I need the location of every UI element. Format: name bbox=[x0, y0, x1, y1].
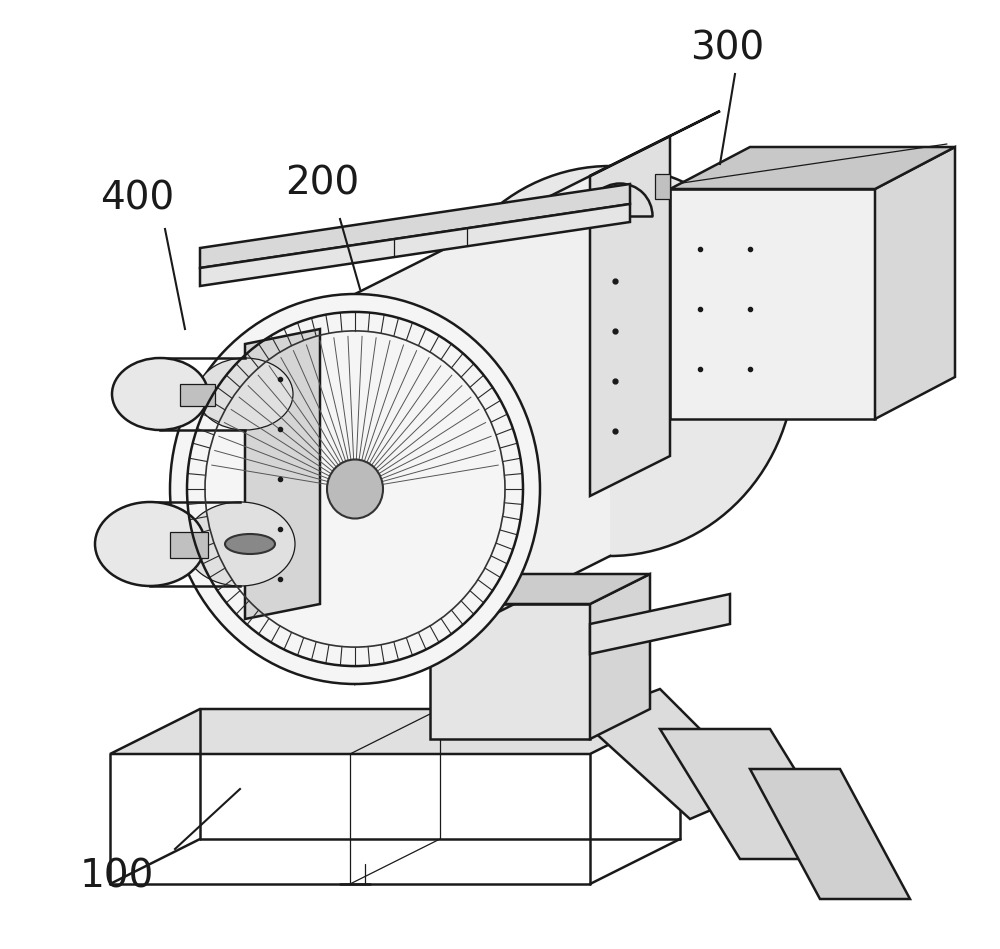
Text: 400: 400 bbox=[100, 179, 174, 217]
Polygon shape bbox=[670, 147, 955, 189]
Ellipse shape bbox=[197, 358, 293, 430]
Ellipse shape bbox=[170, 294, 540, 684]
Ellipse shape bbox=[327, 459, 383, 518]
Polygon shape bbox=[170, 532, 208, 558]
Polygon shape bbox=[580, 689, 760, 819]
Text: 100: 100 bbox=[80, 857, 154, 895]
Polygon shape bbox=[750, 769, 910, 899]
Polygon shape bbox=[355, 166, 610, 684]
Polygon shape bbox=[110, 709, 680, 754]
Ellipse shape bbox=[425, 166, 795, 556]
Polygon shape bbox=[180, 384, 215, 406]
Polygon shape bbox=[875, 147, 955, 419]
Ellipse shape bbox=[185, 502, 295, 586]
Text: 200: 200 bbox=[285, 164, 359, 202]
Polygon shape bbox=[590, 136, 670, 496]
Polygon shape bbox=[590, 594, 730, 654]
Polygon shape bbox=[200, 184, 630, 268]
Polygon shape bbox=[430, 604, 590, 739]
Polygon shape bbox=[430, 574, 650, 604]
Polygon shape bbox=[670, 189, 875, 419]
Ellipse shape bbox=[95, 502, 205, 586]
Polygon shape bbox=[590, 111, 720, 176]
Polygon shape bbox=[200, 204, 630, 286]
Text: 300: 300 bbox=[690, 29, 764, 67]
Polygon shape bbox=[245, 329, 320, 619]
Polygon shape bbox=[590, 574, 650, 739]
Polygon shape bbox=[660, 729, 850, 859]
Polygon shape bbox=[655, 174, 670, 199]
Ellipse shape bbox=[225, 534, 275, 554]
Ellipse shape bbox=[112, 358, 208, 430]
